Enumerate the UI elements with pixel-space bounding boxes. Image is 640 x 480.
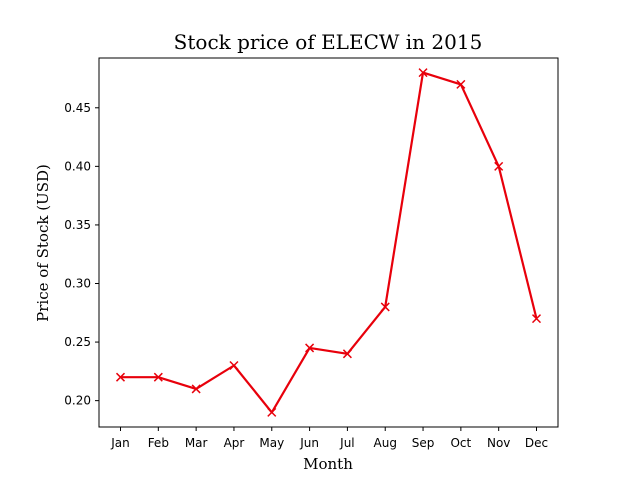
y-axis-label: Price of Stock (USD) <box>34 164 52 322</box>
x-tick-label: Mar <box>185 436 208 450</box>
x-tick-label: Sep <box>412 436 435 450</box>
y-tick-label: 0.35 <box>64 218 91 232</box>
x-tick-label: Jan <box>110 436 130 450</box>
plot-area: 0.20 0.25 0.30 0.35 0.40 0.45 Jan Feb Mar Apr May J… <box>64 57 559 450</box>
x-tick-label: Aug <box>374 436 397 450</box>
x-tick-label: Jul <box>339 436 354 450</box>
x-tick-label: Nov <box>487 436 510 450</box>
axes-frame <box>98 57 559 428</box>
data-point-marker <box>494 161 504 171</box>
x-tick-label: May <box>259 436 284 450</box>
data-point-marker <box>380 302 390 312</box>
data-point-marker <box>305 343 315 353</box>
y-tick-label: 0.30 <box>64 277 91 291</box>
data-point-marker <box>342 349 352 359</box>
x-tick-label: Feb <box>148 436 169 450</box>
x-tick-label: Apr <box>224 436 245 450</box>
y-tick-label: 0.40 <box>64 159 91 173</box>
data-point-marker <box>267 407 277 417</box>
y-tick-label: 0.45 <box>64 101 91 115</box>
data-point-marker <box>191 384 201 394</box>
x-tick-label: Oct <box>450 436 471 450</box>
data-point-marker <box>153 372 163 382</box>
data-point-marker <box>456 79 466 89</box>
x-tick-label: Jun <box>299 436 319 450</box>
x-axis-label: Month <box>303 455 353 473</box>
data-point-marker <box>418 68 428 78</box>
y-tick-label: 0.25 <box>64 335 91 349</box>
chart-title: Stock price of ELECW in 2015 <box>174 30 483 54</box>
data-point-marker <box>115 372 126 382</box>
data-point-marker <box>531 314 542 324</box>
data-point-marker <box>229 360 239 371</box>
x-tick-label: Dec <box>525 436 548 450</box>
y-tick-label: 0.20 <box>64 394 91 408</box>
series-line <box>120 71 538 414</box>
